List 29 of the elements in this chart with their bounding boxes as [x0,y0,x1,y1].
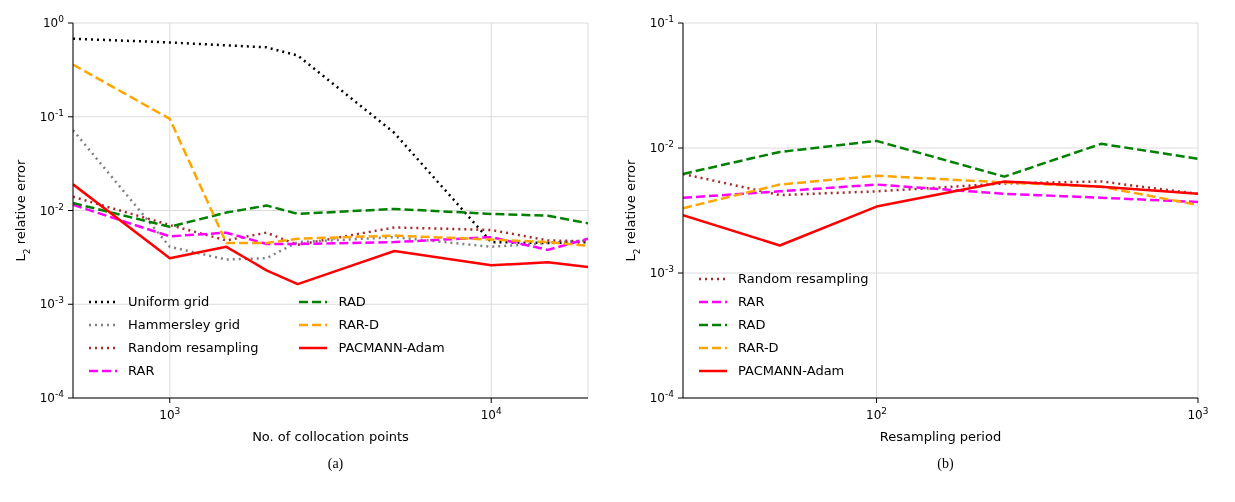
text: (a) [326,456,345,472]
x-tick-label: 10$^{2}$ [866,406,888,422]
y-tick-label: 10$^{-1}$ [39,107,64,124]
x-tick-label: 10$^{3}$ [1187,406,1209,422]
y-tick-label: 10$^{-1}$ [649,14,674,30]
legend-label: PACMANN-Adam [338,340,445,355]
legend-label: RAD [738,317,766,332]
legend-label: Uniform grid [128,294,210,309]
text: (b) [936,456,955,472]
y-tick-label: 10$^{0}$ [42,14,65,30]
y-tick-label: 10$^{-2}$ [39,201,64,218]
legend-label: PACMANN-Adam [738,363,845,378]
legend-label: RAR-D [738,340,779,355]
legend-label: RAR [128,363,155,378]
legend-label: RAR [738,294,765,309]
legend-label: RAD [338,294,366,309]
legend-label: Random resampling [128,340,259,355]
x-tick-label: 10$^{4}$ [480,406,502,422]
y-tick-label: 10$^{-3}$ [39,295,64,312]
legend-label: RAR-D [338,317,379,332]
x-tick-label: 10$^{3}$ [159,406,181,422]
y-tick-label: 10$^{-4}$ [649,389,675,405]
y-tick-label: 10$^{-4}$ [39,389,65,405]
legend-label: Random resampling [738,271,869,286]
legend-label: Hammersley grid [128,317,241,332]
y-tick-label: 10$^{-3}$ [649,264,674,280]
x-axis-title: Resampling period [879,429,1002,444]
x-axis-title: No. of collocation points [252,429,410,444]
y-tick-label: 10$^{-2}$ [649,139,674,155]
